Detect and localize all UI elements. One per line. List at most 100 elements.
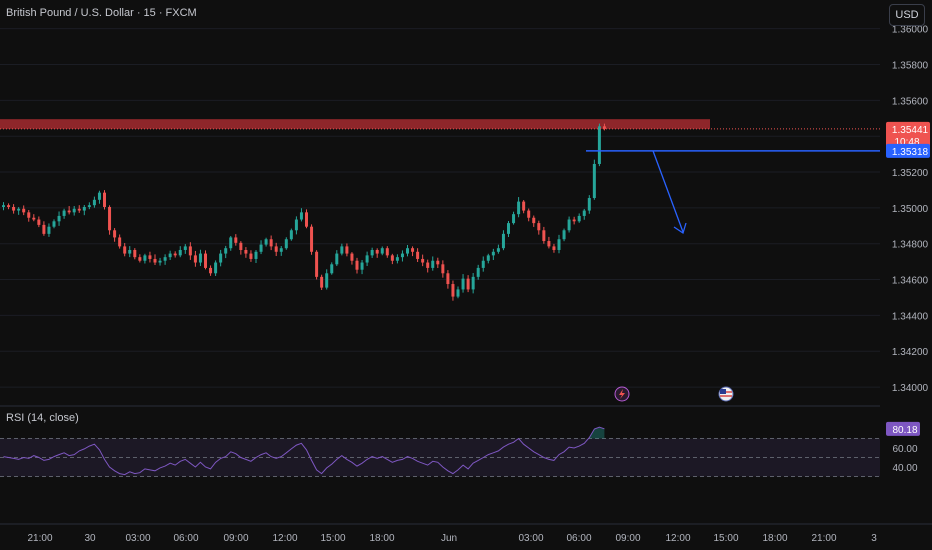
candle	[254, 251, 258, 259]
candle	[527, 210, 531, 218]
flash-event-icon	[614, 386, 630, 402]
candle	[466, 278, 470, 290]
rsi-overbought-fill	[589, 427, 605, 439]
candle	[305, 212, 308, 227]
candle	[72, 208, 76, 213]
rsi-band	[0, 438, 880, 477]
candle	[133, 249, 137, 258]
candle	[103, 192, 106, 207]
candle	[284, 239, 288, 249]
candle	[456, 289, 460, 297]
candle	[360, 262, 364, 270]
candle	[552, 246, 556, 250]
rsi-indicator-label[interactable]: RSI (14, close)	[6, 412, 79, 424]
candle	[395, 257, 399, 261]
candle	[224, 248, 228, 254]
currency-button[interactable]: USD	[889, 4, 925, 26]
time-tick-label: 21:00	[811, 533, 836, 544]
time-tick-label: 03:00	[518, 533, 543, 544]
candle	[345, 246, 349, 254]
candle	[375, 249, 379, 254]
price-tick-label: 1.34400	[892, 311, 929, 322]
candle	[87, 205, 91, 207]
rsi-value-label: 80.18	[892, 425, 917, 436]
candle	[259, 244, 263, 252]
candle	[12, 206, 16, 211]
candle	[436, 260, 440, 265]
candle	[229, 237, 233, 249]
price-tick-label: 1.35000	[892, 204, 929, 215]
candle	[582, 210, 586, 216]
price-tick-label: 1.34800	[892, 240, 929, 251]
candle	[471, 276, 475, 290]
price-tick-label: 1.35600	[892, 96, 929, 107]
candle	[274, 246, 278, 252]
candle	[567, 219, 571, 231]
candle	[592, 163, 596, 199]
price-tick-label: 1.34200	[892, 347, 929, 358]
candle	[517, 201, 521, 215]
candle	[501, 233, 505, 249]
candle	[118, 237, 122, 247]
candle	[153, 258, 157, 263]
candle	[37, 219, 41, 225]
candle	[451, 284, 455, 297]
time-tick-label: 12:00	[272, 533, 297, 544]
candle	[32, 217, 36, 220]
candle	[264, 239, 268, 245]
candle	[315, 251, 319, 277]
candle	[365, 255, 369, 263]
candle	[17, 208, 21, 211]
time-tick-label: 15:00	[713, 533, 738, 544]
candle	[491, 251, 495, 256]
candle	[310, 226, 314, 252]
candle	[47, 226, 51, 234]
time-tick-label: 03:00	[125, 533, 150, 544]
candle	[158, 260, 162, 263]
rsi-value-badge	[886, 421, 920, 436]
level-price-label: 1.35318	[892, 147, 929, 158]
last-price-badge	[886, 121, 930, 149]
candle	[22, 208, 26, 213]
candle	[562, 230, 566, 240]
candle	[193, 255, 197, 263]
candle	[279, 248, 283, 252]
candle	[214, 262, 218, 274]
price-tick-label: 1.35800	[892, 61, 929, 72]
candle	[547, 241, 551, 247]
down-arrow-line	[652, 150, 684, 233]
candle	[406, 248, 409, 254]
candle	[138, 257, 142, 261]
candle	[92, 199, 96, 206]
candle	[370, 249, 374, 256]
time-tick-label: 15:00	[320, 533, 345, 544]
candle	[441, 264, 445, 274]
candle	[587, 198, 591, 211]
price-tick-label: 1.34000	[892, 383, 929, 394]
candle	[577, 215, 581, 222]
candle	[400, 253, 404, 258]
last-price-label: 1.35441	[892, 125, 929, 136]
candle	[198, 253, 202, 263]
candle	[597, 126, 601, 164]
symbol-title[interactable]: British Pound / U.S. Dollar · 15 · FXCM	[6, 7, 197, 19]
candle	[173, 253, 177, 256]
candle	[183, 246, 187, 250]
candle	[269, 239, 273, 247]
us-flag-event-icon	[718, 386, 734, 402]
countdown-label: 10:48	[894, 137, 919, 148]
candle	[128, 249, 132, 254]
candle	[108, 206, 112, 231]
candle	[82, 206, 86, 211]
candle	[163, 257, 167, 261]
candle	[113, 230, 117, 238]
candle	[204, 253, 207, 268]
time-tick-label: 30	[84, 533, 96, 544]
candle	[234, 237, 238, 243]
candle	[330, 264, 334, 274]
candle	[188, 246, 192, 256]
level-price-badge	[886, 143, 930, 158]
